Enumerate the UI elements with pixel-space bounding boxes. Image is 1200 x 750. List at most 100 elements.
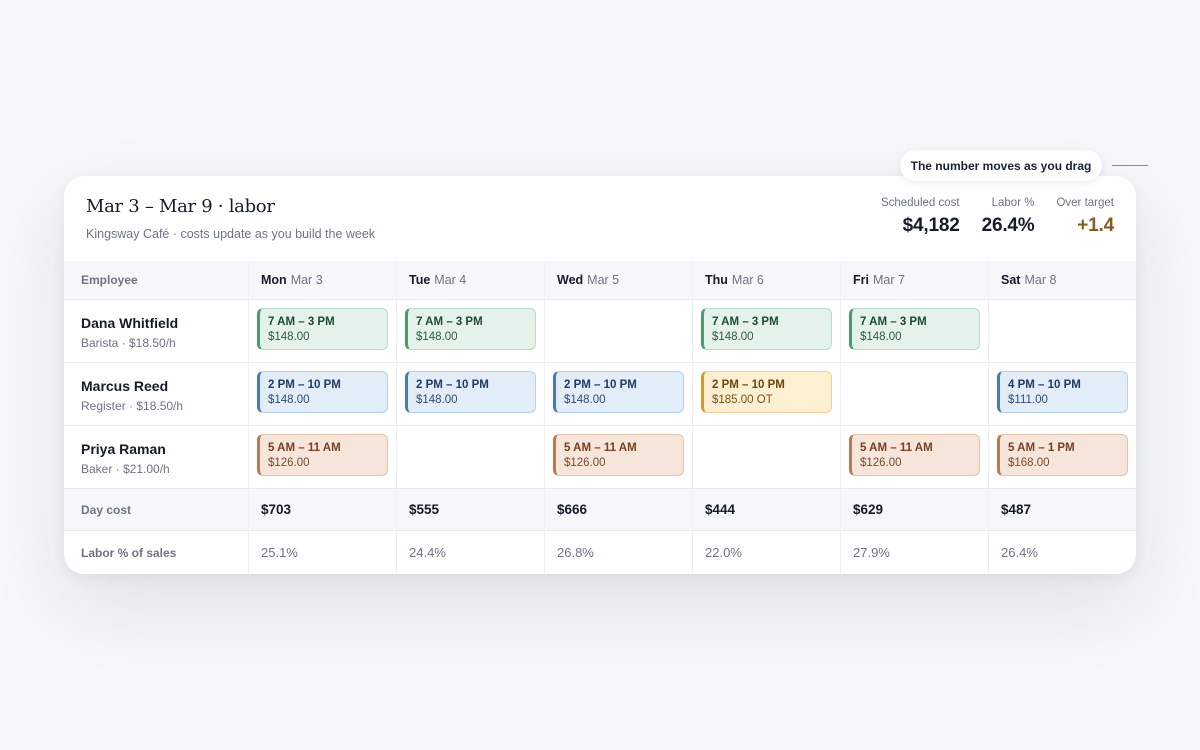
day-cost-value: $629 [840, 489, 988, 531]
shift-block[interactable]: 2 PM – 10 PM $185.00 OT [701, 371, 832, 413]
scheduled-cost-stat: Scheduled cost $4,182 [881, 196, 960, 237]
labor-schedule-card: Mar 3 – Mar 9 · labor Kingsway Café · co… [64, 176, 1136, 574]
shift-time: 7 AM – 3 PM [268, 316, 335, 328]
tooltip-connector-line [1112, 165, 1148, 166]
labor-pct-label: Labor % of sales [81, 545, 177, 560]
drag-hint-tooltip: The number moves as you drag [900, 150, 1102, 181]
shift-slot[interactable]: 2 PM – 10 PM $148.00 [544, 363, 692, 426]
labor-percent-value: 26.4% [981, 215, 1035, 236]
shift-time: 2 PM – 10 PM [564, 379, 637, 391]
shift-time: 2 PM – 10 PM [416, 379, 489, 391]
labor-percent-label: Labor % [991, 197, 1035, 209]
shift-time: 7 AM – 3 PM [416, 316, 483, 328]
shift-cost: $111.00 [1008, 394, 1048, 406]
shift-slot[interactable]: 5 AM – 11 AM $126.00 [544, 426, 692, 489]
shift-block[interactable]: 4 PM – 10 PM $111.00 [997, 371, 1128, 413]
shift-block[interactable]: 5 AM – 11 AM $126.00 [849, 434, 980, 476]
shift-block[interactable]: 7 AM – 3 PM $148.00 [257, 308, 388, 350]
day-cost-value: $444 [692, 489, 840, 531]
shift-slot[interactable] [544, 300, 692, 363]
day-cost-value: $555 [396, 489, 544, 531]
shift-slot[interactable]: 5 AM – 11 AM $126.00 [248, 426, 396, 489]
shift-cost: $126.00 [564, 457, 606, 469]
column-header-fri: Fri Mar 7 [840, 261, 988, 300]
shift-time: 2 PM – 10 PM [268, 379, 341, 391]
day-cost-label: Day cost [64, 489, 248, 531]
shift-time: 5 AM – 11 AM [268, 442, 341, 454]
summary-stats: Scheduled cost $4,182 Labor % 26.4% Over tar… [881, 196, 1114, 237]
day-cost-value: $487 [988, 489, 1136, 531]
shift-cost: $148.00 [564, 394, 606, 406]
column-header-wed: Wed Mar 5 [544, 261, 692, 300]
day-date: Mar 6 [731, 273, 764, 287]
over-target-stat: Over target +1.4 [1056, 196, 1114, 237]
employee-role-rate: Baker · $21.00/h [81, 462, 170, 476]
shift-cost: $148.00 [268, 331, 310, 343]
shift-slot[interactable] [396, 426, 544, 489]
shift-slot[interactable]: 4 PM – 10 PM $111.00 [988, 363, 1136, 426]
day-name: Sat [1001, 273, 1021, 287]
shift-slot[interactable]: 2 PM – 10 PM $148.00 [248, 363, 396, 426]
employee-cell: Priya Raman Baker · $21.00/h [64, 426, 248, 489]
scheduled-cost-value: $4,182 [902, 215, 960, 236]
shift-slot[interactable]: 5 AM – 11 AM $126.00 [840, 426, 988, 489]
column-header-tue: Tue Mar 4 [396, 261, 544, 300]
shift-time: 5 AM – 11 AM [860, 442, 933, 454]
shift-block[interactable]: 5 AM – 11 AM $126.00 [257, 434, 388, 476]
labor-pct-value: 25.1% [248, 531, 396, 574]
shift-block[interactable]: 7 AM – 3 PM $148.00 [849, 308, 980, 350]
shift-slot[interactable] [840, 363, 988, 426]
labor-percent-stat: Labor % 26.4% [982, 196, 1035, 237]
column-header-sat: Sat Mar 8 [988, 261, 1136, 300]
shift-slot[interactable]: 7 AM – 3 PM $148.00 [248, 300, 396, 363]
shift-slot[interactable]: 2 PM – 10 PM $148.00 [396, 363, 544, 426]
day-date: Mar 3 [290, 273, 323, 287]
labor-pct-value: 27.9% [840, 531, 988, 574]
shift-block[interactable]: 2 PM – 10 PM $148.00 [553, 371, 684, 413]
day-name: Tue [409, 273, 431, 287]
day-cost-value: $666 [544, 489, 692, 531]
shift-cost: $168.00 [1008, 457, 1050, 469]
labor-pct-value: 24.4% [396, 531, 544, 574]
shift-cost: $148.00 [416, 331, 458, 343]
day-date: Mar 5 [587, 273, 620, 287]
page-subtitle: Kingsway Café · costs update as you buil… [86, 227, 376, 241]
shift-block[interactable]: 2 PM – 10 PM $148.00 [257, 371, 388, 413]
day-name: Fri [853, 273, 869, 287]
shift-block[interactable]: 7 AM – 3 PM $148.00 [701, 308, 832, 350]
shift-cost: $148.00 [268, 394, 310, 406]
shift-time: 7 AM – 3 PM [712, 316, 779, 328]
shift-block[interactable]: 2 PM – 10 PM $148.00 [405, 371, 536, 413]
labor-pct-value: 26.8% [544, 531, 692, 574]
shift-slot[interactable]: 7 AM – 3 PM $148.00 [840, 300, 988, 363]
day-date: Mar 8 [1024, 273, 1057, 287]
column-header-mon: Mon Mar 3 [248, 261, 396, 300]
shift-block[interactable]: 5 AM – 1 PM $168.00 [997, 434, 1128, 476]
shift-slot[interactable] [988, 300, 1136, 363]
shift-cost: $148.00 [860, 331, 902, 343]
day-name: Thu [705, 273, 728, 287]
scheduled-cost-label: Scheduled cost [880, 197, 960, 209]
card-header: Mar 3 – Mar 9 · labor Kingsway Café · co… [64, 176, 1136, 261]
shift-time: 2 PM – 10 PM [712, 379, 785, 391]
shift-cost: $185.00 OT [712, 394, 773, 406]
day-name: Mon [261, 273, 287, 287]
shift-cost: $126.00 [268, 457, 310, 469]
page-title: Mar 3 – Mar 9 · labor [86, 196, 275, 217]
day-date: Mar 7 [872, 273, 905, 287]
column-header-thu: Thu Mar 6 [692, 261, 840, 300]
shift-time: 4 PM – 10 PM [1008, 379, 1081, 391]
shift-slot[interactable] [692, 426, 840, 489]
shift-block[interactable]: 7 AM – 3 PM $148.00 [405, 308, 536, 350]
employee-cell: Marcus Reed Register · $18.50/h [64, 363, 248, 426]
shift-slot[interactable]: 7 AM – 3 PM $148.00 [692, 300, 840, 363]
over-target-value: +1.4 [1077, 215, 1114, 236]
shift-cost: $148.00 [712, 331, 754, 343]
employee-name: Dana Whitfield [81, 315, 179, 331]
shift-time: 7 AM – 3 PM [860, 316, 927, 328]
shift-slot[interactable]: 2 PM – 10 PM $185.00 OT [692, 363, 840, 426]
shift-cost: $126.00 [860, 457, 902, 469]
shift-block[interactable]: 5 AM – 11 AM $126.00 [553, 434, 684, 476]
shift-slot[interactable]: 7 AM – 3 PM $148.00 [396, 300, 544, 363]
shift-slot[interactable]: 5 AM – 1 PM $168.00 [988, 426, 1136, 489]
